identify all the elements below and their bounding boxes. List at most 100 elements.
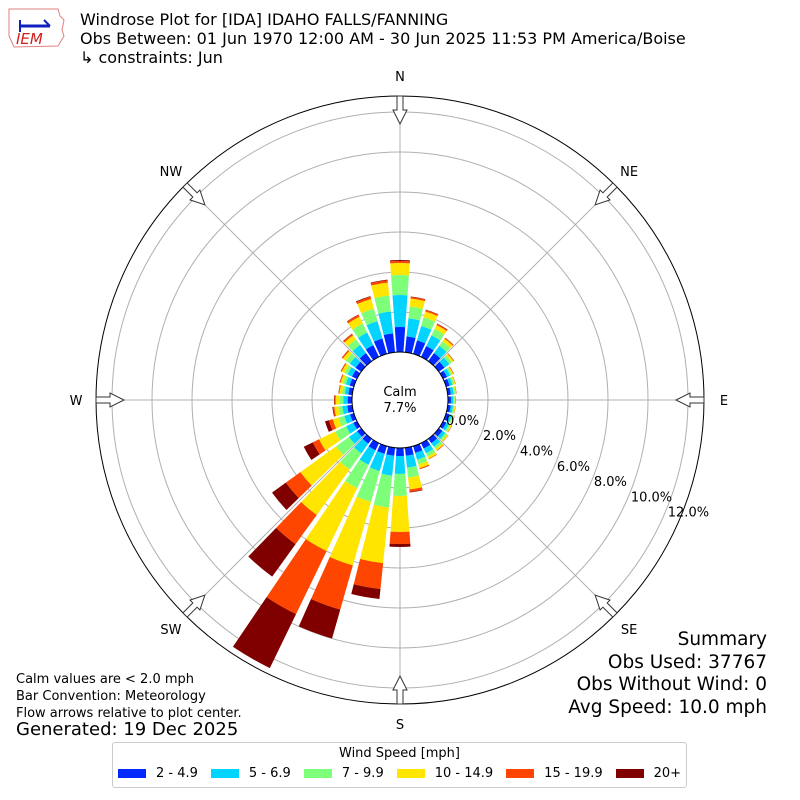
windrose-bar-segment — [389, 531, 411, 544]
windrose-bar-segment — [447, 377, 453, 386]
windrose-bar-segment — [441, 434, 449, 442]
windrose-bar-segment — [447, 396, 451, 404]
legend-swatch — [615, 769, 644, 778]
windrose-bar-segment — [454, 405, 456, 414]
compass-label-w: W — [70, 394, 83, 409]
windrose-bar-segment — [334, 406, 340, 417]
windrose-bar-segment — [389, 260, 411, 262]
summary-title: Summary — [677, 629, 767, 650]
flow-arrow-icon — [674, 392, 705, 408]
windrose-bar-segment — [390, 261, 410, 264]
windrose-bar-segment — [445, 337, 454, 345]
compass-label-e: E — [720, 394, 728, 409]
windrose-bar-segment — [351, 584, 381, 599]
svg-text:IEM: IEM — [16, 30, 43, 48]
windrose-bar-segment — [378, 311, 394, 336]
windrose-bar-segment — [328, 419, 337, 431]
windrose-bar-segment — [344, 335, 357, 347]
windrose-bar-segment — [428, 454, 438, 460]
windrose-bar-segment — [435, 443, 444, 451]
windrose-bar-segment — [344, 386, 350, 395]
windrose-bar-segment — [347, 367, 356, 377]
windrose-bar-segment — [443, 435, 449, 442]
windrose-bar-segment — [347, 339, 361, 352]
windrose-bar-segment — [366, 321, 383, 342]
iem-logo: IEM — [6, 6, 66, 50]
windrose-bar-segment — [334, 395, 336, 405]
windrose-bar-segment — [356, 296, 372, 305]
windrose-bar-segment — [370, 279, 388, 284]
windrose-bar-segment — [356, 467, 380, 502]
windrose-bar-segment — [413, 443, 423, 453]
windrose-bar-segment — [393, 473, 407, 496]
radial-tick-label: 8.0% — [594, 475, 627, 490]
windrose-bar-segment — [335, 426, 351, 441]
obs-between: Obs Between: 01 Jun 1970 12:00 AM - 30 J… — [80, 29, 686, 48]
flow-arrow-icon — [594, 594, 618, 618]
flow-note: Flow arrows relative to plot center. — [16, 706, 242, 721]
windrose-bar-segment — [343, 375, 349, 385]
windrose-bar-segment — [346, 314, 360, 324]
windrose-bar-segment — [447, 425, 453, 433]
windrose-bar-segment — [334, 395, 335, 405]
windrose-bar-segment — [443, 413, 450, 421]
windrose-bar-segment — [232, 597, 297, 669]
windrose-bar-segment — [344, 365, 352, 375]
windrose-bar-segment — [345, 376, 353, 386]
windrose-bar-segment — [409, 487, 423, 492]
windrose-bar-segment — [444, 337, 454, 346]
windrose-bar-segment — [347, 404, 354, 413]
radial-tick-label: 0.0% — [446, 414, 479, 429]
windrose-bar-segment — [423, 444, 434, 454]
windrose-bar-segment — [449, 376, 455, 386]
windrose-bar-segment — [386, 446, 396, 456]
windrose-bar-segment — [449, 366, 454, 375]
windrose-bar-segment — [431, 328, 445, 341]
windrose-bar-segment — [395, 447, 405, 457]
windrose-bar-segment — [332, 406, 336, 417]
windrose-bar-segment — [365, 345, 380, 361]
legend-label: 10 - 14.9 — [434, 766, 494, 781]
windrose-bar-segment — [340, 374, 346, 384]
legend: Wind Speed [mph] 2 - 4.9 5 - 6.9 7 - 9.9 10… — [112, 742, 687, 788]
windrose-bar-segment — [406, 318, 420, 338]
windrose-bar-segment — [391, 275, 409, 296]
convention-note: Bar Convention: Meteorology — [16, 689, 206, 704]
windrose-bar-segment — [452, 386, 456, 395]
windrose-bar-segment — [349, 356, 361, 368]
windrose-bar-segment — [373, 473, 393, 508]
windrose-bar-segment — [454, 386, 457, 395]
windrose-bar-segment — [442, 338, 453, 349]
windrose-bar-segment — [436, 444, 444, 451]
windrose-bar-segment — [319, 431, 341, 451]
windrose-bar-segment — [340, 362, 346, 372]
windrose-bar-segment — [338, 384, 341, 394]
windrose-bar-segment — [425, 309, 439, 315]
windrose-bar-segment — [346, 422, 357, 434]
windrose-bar-segment — [374, 295, 391, 314]
windrose-bar-segment — [349, 378, 357, 387]
windrose-bar-segment — [451, 415, 455, 424]
radial-tick-label: 6.0% — [557, 460, 590, 475]
windrose-bar-segment — [354, 438, 369, 454]
windrose-bar-segment — [272, 482, 299, 510]
compass-label-sw: SW — [160, 623, 181, 638]
windrose-bar-segment — [339, 395, 344, 405]
windrose-bar-segment — [437, 430, 446, 439]
windrose-bar-segment — [445, 423, 451, 432]
windrose-bar-segment — [355, 296, 371, 302]
windrose-bar-segment — [352, 323, 368, 338]
generated-date: Generated: 19 Dec 2025 — [16, 719, 239, 740]
windrose-bar-segment — [434, 345, 447, 359]
windrose-bar-segment — [303, 442, 320, 460]
windrose-bar-segment — [276, 501, 317, 545]
windrose-bar-segment — [443, 378, 450, 387]
windrose-bar-segment — [428, 454, 437, 460]
windrose-bar-segment — [371, 282, 390, 299]
windrose-bar-segment — [359, 353, 372, 366]
windrose-bar-segment — [404, 446, 414, 456]
windrose-bar-segment — [340, 447, 362, 470]
windrose-bar-segment — [421, 317, 436, 330]
grid-spoke — [184, 399, 401, 616]
windrose-bar-segment — [351, 370, 361, 380]
